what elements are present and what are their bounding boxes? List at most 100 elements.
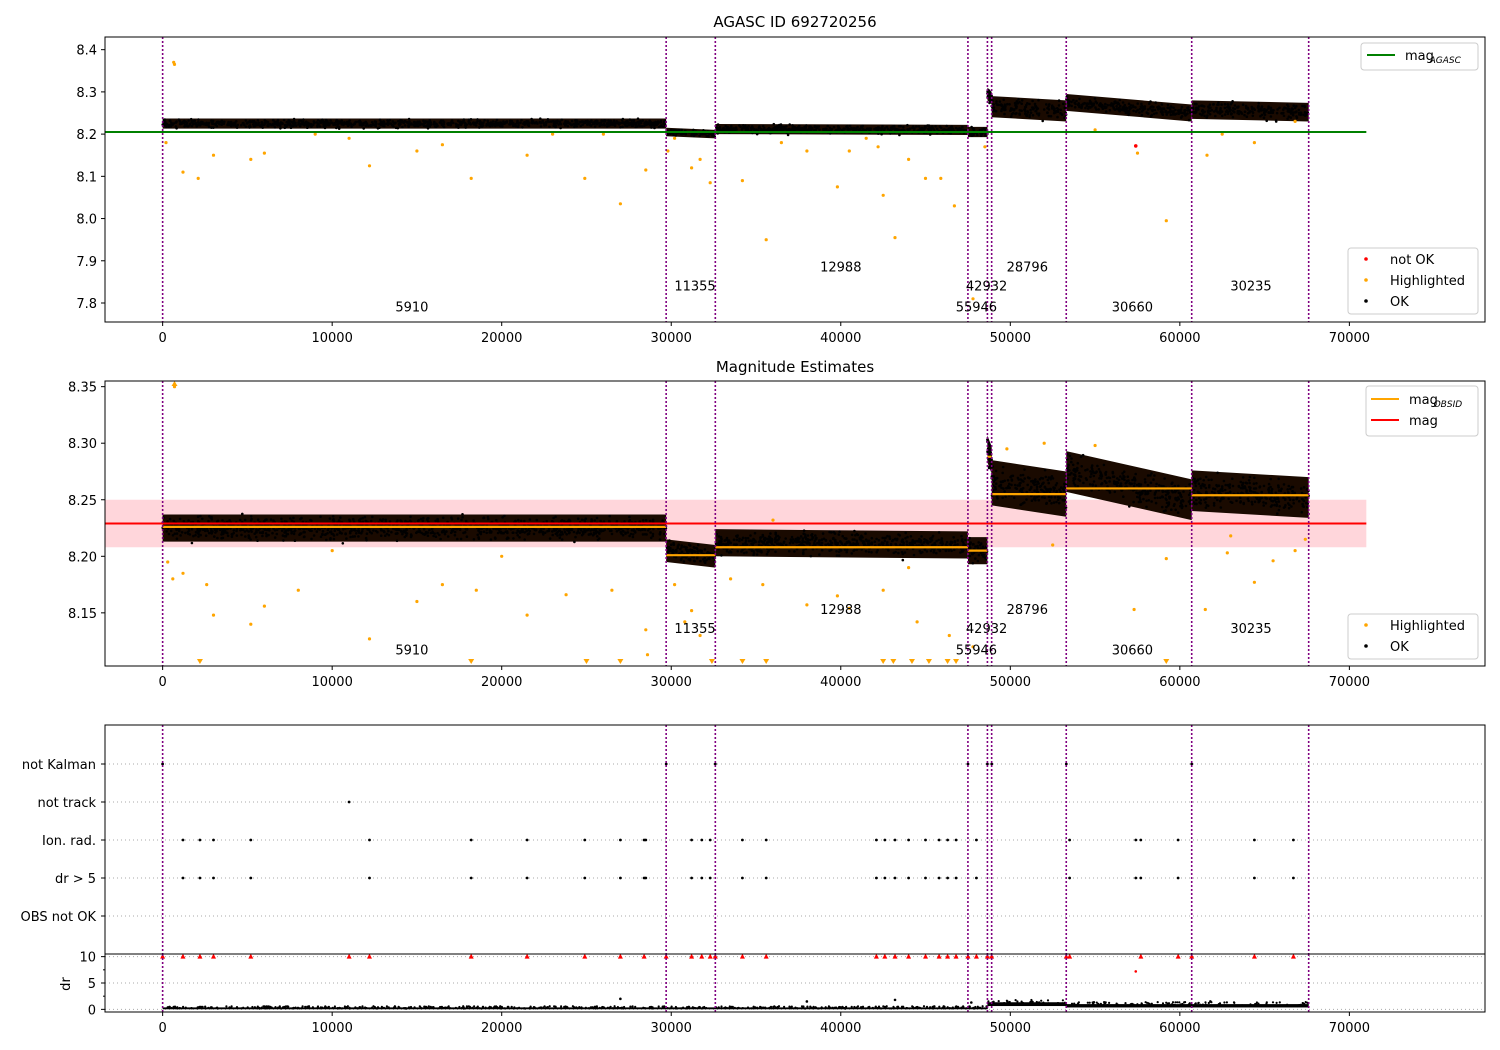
- p1-ok-point: [541, 119, 544, 123]
- p2-ok-point: [979, 542, 983, 545]
- p1-ok-point: [433, 122, 436, 125]
- p1-ok-point: [763, 126, 766, 130]
- p2-ok-point: [904, 536, 907, 540]
- p1-ok-point: [1121, 101, 1125, 104]
- p2-ok-point: [438, 533, 441, 537]
- p1-ok-point: [248, 126, 251, 129]
- p2-ok-point: [569, 528, 572, 531]
- p2-ok-point: [264, 532, 268, 535]
- p2-ok-point: [332, 537, 336, 541]
- p2-ok-point: [344, 532, 347, 536]
- p2-ok-point: [436, 520, 440, 523]
- p1-ok-point: [543, 123, 546, 127]
- p2-ok-point: [479, 530, 483, 534]
- p2-ok-point: [1049, 487, 1052, 491]
- p1-ok-point: [1101, 107, 1105, 110]
- p2-ok-point: [1072, 481, 1076, 485]
- p2-ok-point: [209, 516, 213, 519]
- p1-ok-point: [521, 126, 524, 129]
- p1-ok-point: [539, 117, 542, 120]
- p2-ok-point: [177, 527, 181, 531]
- p1-ok-point: [473, 123, 476, 126]
- p2-ok-point: [349, 535, 352, 539]
- p1-ok-point: [653, 124, 656, 127]
- p2-ok-point: [878, 543, 881, 546]
- p2-ok-point: [190, 541, 194, 545]
- p2-ok-point: [596, 535, 599, 538]
- p2-ok-point: [749, 534, 752, 537]
- p2-ok-point: [856, 533, 860, 537]
- p1-ok-point: [489, 121, 493, 124]
- p1-ok-point: [1257, 101, 1260, 105]
- p2-ok-point: [1292, 498, 1295, 502]
- p2-ok-point: [1145, 505, 1148, 509]
- p1-ok-point: [273, 126, 277, 129]
- p2-ok-point: [894, 537, 897, 541]
- p2-ok-point: [371, 515, 374, 519]
- p2-ok-point: [699, 559, 702, 563]
- p1-ok-point: [1259, 114, 1262, 118]
- p2-ok-point: [331, 515, 335, 518]
- p2-ok-point: [1018, 484, 1021, 487]
- p2-ok-point: [545, 519, 548, 523]
- p2-ok-point: [1001, 471, 1004, 475]
- p1-ok-point: [1149, 114, 1153, 118]
- p1-ok-point: [648, 122, 652, 126]
- p2-ok-point: [853, 548, 856, 552]
- p1-ok-point: [898, 133, 901, 137]
- p1-ok-point: [850, 127, 853, 130]
- p1-ok-point: [1018, 112, 1021, 115]
- p2-ok-point: [436, 531, 439, 535]
- p1-ok-point: [1282, 114, 1286, 118]
- p2-ok-point: [994, 469, 998, 473]
- p2-ok-point: [1282, 483, 1286, 486]
- p1-ok-point: [318, 125, 322, 128]
- p2-ok-point: [521, 530, 524, 534]
- p2-ok-point: [960, 539, 964, 543]
- p1-ok-point: [1106, 103, 1109, 107]
- p1-ok-point: [1017, 98, 1020, 101]
- p2-ok-point: [929, 537, 932, 540]
- p2-ok-point: [495, 519, 498, 522]
- p1-ok-point: [407, 117, 411, 121]
- p2-ok-point: [824, 543, 828, 547]
- p2-ok-point: [165, 530, 168, 533]
- p1-highlighted-point: [211, 153, 216, 157]
- p2-ok-point: [798, 540, 801, 544]
- p1-ok-point: [1050, 107, 1054, 110]
- p2-ok-point: [357, 535, 360, 538]
- p1-ok-point: [1047, 105, 1050, 108]
- p2-ok-point: [838, 530, 841, 533]
- p2-ok-point: [1068, 469, 1071, 472]
- p1-ok-point: [643, 123, 647, 127]
- p2-ok-point: [863, 543, 867, 546]
- p2-ok-point: [459, 537, 463, 541]
- p2-ok-point: [516, 534, 519, 537]
- p2-ok-point: [680, 550, 684, 553]
- p1-ok-point: [999, 103, 1003, 107]
- p1-ok-point: [1236, 111, 1239, 115]
- p2-ok-point: [523, 519, 526, 523]
- p2-ok-point: [835, 550, 838, 553]
- p1-ok-point: [1240, 112, 1244, 115]
- p2-ok-point: [250, 517, 253, 521]
- p1-ok-point: [601, 123, 605, 127]
- p2-ok-point: [1115, 484, 1119, 488]
- p2-ok-point: [428, 528, 431, 532]
- p1-ok-point: [1083, 101, 1086, 105]
- p1-ok-point: [1003, 112, 1006, 116]
- p2-ok-point: [996, 497, 999, 500]
- p2-ok-point: [572, 530, 576, 534]
- p1-ok-point: [1284, 106, 1287, 110]
- p1-ok-point: [552, 124, 555, 127]
- p1-ok-point: [442, 125, 446, 129]
- p2-ok-point: [864, 550, 868, 553]
- p2-ok-point: [1037, 495, 1041, 498]
- p2-ok-point: [805, 537, 808, 541]
- p1-ok-point: [175, 120, 178, 123]
- p2-ok-point: [1147, 499, 1151, 502]
- p2-ok-point: [880, 541, 884, 544]
- p2-ok-point: [1258, 486, 1261, 489]
- p2-ok-point: [680, 544, 683, 547]
- p1-highlighted-point: [1164, 219, 1168, 223]
